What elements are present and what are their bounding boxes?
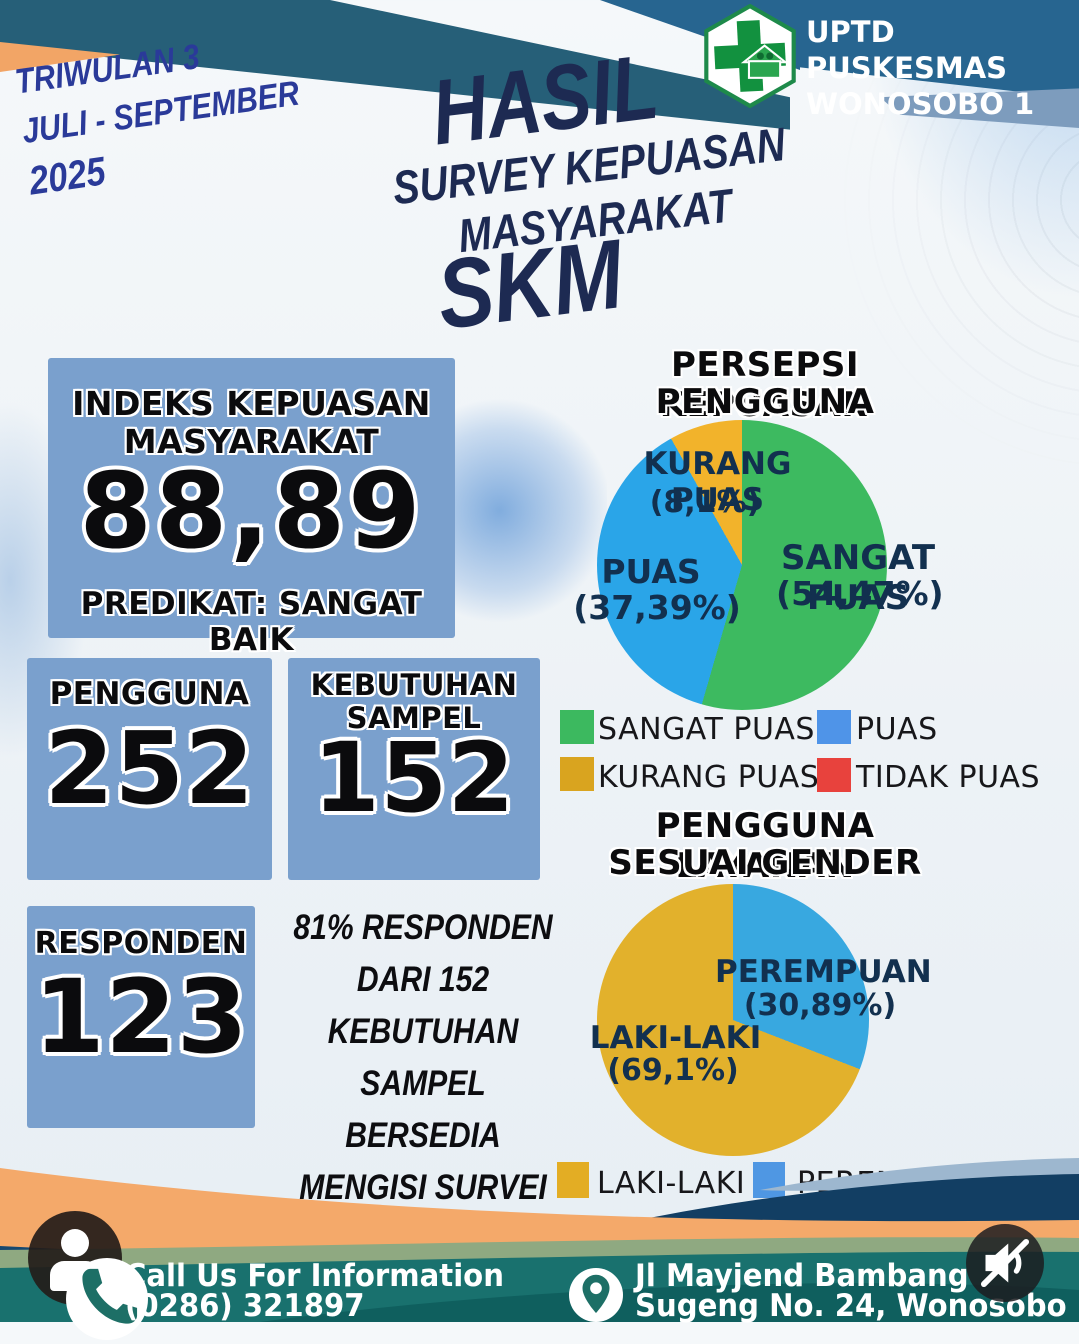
responden-label: RESPONDEN: [34, 926, 248, 961]
puskesmas-logo: [698, 3, 802, 109]
legend-label-sangat-puas: SANGAT PUAS: [598, 712, 815, 747]
kebutuhan-label-line2: SAMPEL: [346, 701, 482, 735]
ikm-title-line2: MASYARAKAT: [123, 422, 380, 461]
note-line5: MENGISI SURVEI: [299, 1168, 547, 1207]
chart1-title-line1: PERSEPSI KEPUASAN: [659, 345, 871, 425]
note-line4: BERSEDIA: [345, 1116, 501, 1155]
pie2-label-perempuan: PEREMPUAN: [715, 954, 932, 990]
mute-button[interactable]: [966, 1224, 1044, 1302]
pie1-value-sangat-puas: (54,47%): [776, 574, 944, 613]
footer-waves: [0, 1150, 1079, 1322]
pie-chart-persepsi: [597, 420, 887, 710]
mute-icon: [980, 1238, 1030, 1288]
note-line2: DARI 152: [356, 960, 490, 999]
ikm-title-line1: INDEKS KEPUASAN: [72, 384, 431, 423]
logo-house-icon: [740, 44, 789, 79]
responden-value: 123: [33, 958, 249, 1077]
note-block: 81% RESPONDEN DARI 152 KEBUTUHAN SAMPEL …: [281, 902, 565, 1214]
ikm-predicate: PREDIKAT: SANGAT BAIK: [80, 586, 423, 658]
legend-swatch-sangat-puas: [560, 710, 594, 744]
legend-swatch-perempuan: [753, 1162, 785, 1198]
legend-swatch-laki-laki: [557, 1162, 589, 1198]
ikm-card: INDEKS KEPUASAN MASYARAKAT 88,89 PREDIKA…: [48, 358, 455, 658]
kebutuhan-sampel-card: KEBUTUHAN SAMPEL 152: [288, 658, 540, 880]
org-name: UPTD PUSKESMAS WONOSOBO 1: [806, 14, 1076, 122]
pie1-value-puas: (37,39%): [573, 588, 741, 627]
footer-call-label: Call Us For Information: [125, 1258, 504, 1294]
kebutuhan-label-line1: KEBUTUHAN: [310, 668, 518, 702]
legend-label-puas: PUAS: [856, 712, 938, 747]
pie1-label-puas: PUAS: [601, 552, 701, 591]
pengguna-label: PENGGUNA: [49, 676, 250, 712]
legend-label-tidak-puas: TIDAK PUAS: [856, 760, 1041, 795]
pie2-value-laki-laki: (69,1%): [607, 1053, 739, 1088]
legend-swatch-kurang-puas: [560, 757, 594, 791]
kebutuhan-value: 152: [313, 722, 515, 834]
legend-label-kurang-puas: KURANG PUAS: [598, 760, 820, 795]
pengguna-value: 252: [44, 710, 255, 827]
note-line1: 81% RESPONDEN: [293, 908, 553, 947]
legend-swatch-tidak-puas: [817, 758, 851, 792]
pie2-value-perempuan: (30,89%): [743, 988, 897, 1023]
footer-phone: (0286) 321897: [125, 1288, 365, 1324]
pie-chart-gender: [597, 884, 869, 1156]
footer-address-line1: Jl Mayjend Bambang: [635, 1258, 969, 1294]
org-name-line2: WONOSOBO 1: [806, 87, 1035, 121]
org-name-line1: UPTD PUSKESMAS: [806, 15, 1008, 85]
pie1-label-kurang-puas: KURANG PUAS: [643, 446, 792, 518]
pie1-label-sangat-puas: SANGAT PUAS: [780, 538, 936, 618]
location-pin-icon: [569, 1268, 623, 1322]
responden-card: RESPONDEN 123: [27, 906, 255, 1128]
pie1-value-kurang-puas: (8,1%): [649, 485, 761, 520]
pie2-label-laki-laki: LAKI-LAKI: [589, 1020, 762, 1056]
ikm-value: 88,89: [79, 450, 424, 572]
legend-swatch-puas: [817, 710, 851, 744]
chart1-title-line2: PENGGUNA: [655, 382, 875, 422]
chart2-title-line2: SESUAI GENDER: [608, 843, 922, 883]
pengguna-card: PENGGUNA 252: [27, 658, 272, 880]
note-line3: KEBUTUHAN SAMPEL: [327, 1012, 519, 1103]
chart2-title-line1: PENGGUNA LAYANAN: [655, 806, 875, 886]
legend-label-laki-laki: LAKI-LAKI: [597, 1166, 746, 1201]
